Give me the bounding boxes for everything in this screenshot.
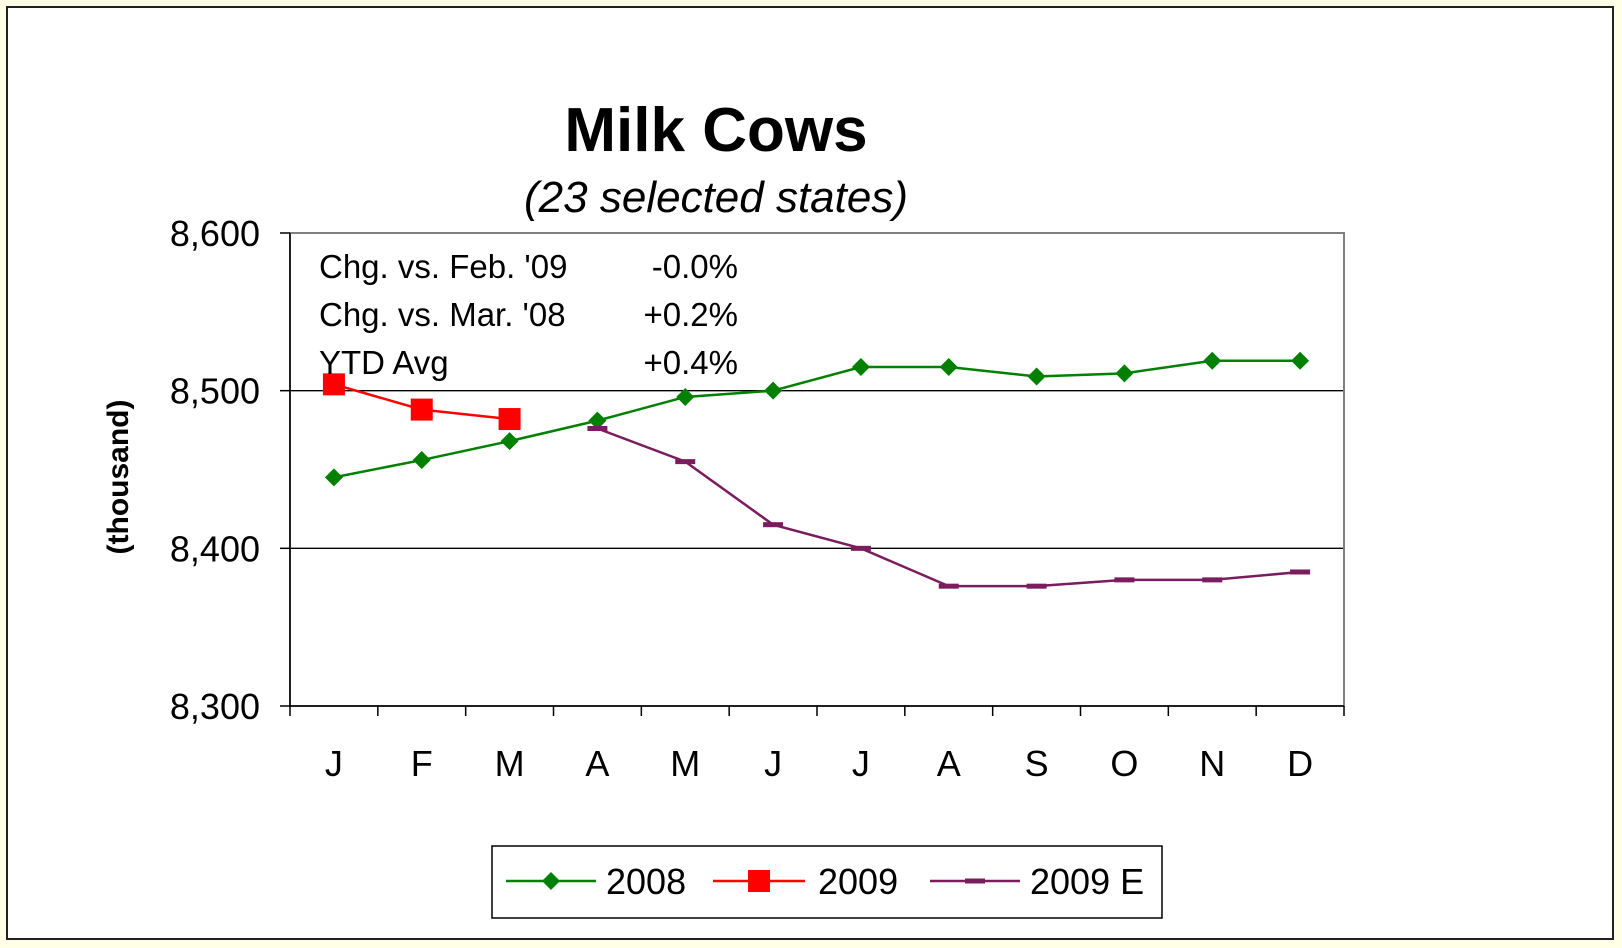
- x-tick-label: M: [670, 743, 700, 784]
- x-tick-label: N: [1199, 743, 1225, 784]
- legend-marker-2: [965, 878, 985, 884]
- data-point: [410, 398, 433, 421]
- legend-label: 2009: [818, 861, 898, 902]
- data-point: [675, 459, 696, 465]
- legend-marker-1: [748, 870, 770, 892]
- series-line-0: [333, 359, 1301, 479]
- data-point: [587, 426, 608, 432]
- legend: 2008 2009 2009 E: [491, 845, 1163, 919]
- series-line-2: [596, 427, 1301, 588]
- x-tick-label: F: [411, 743, 433, 784]
- data-point: [498, 408, 521, 431]
- annotation-label: Chg. vs. Feb. '09: [319, 248, 567, 285]
- x-tick-label: O: [1110, 743, 1138, 784]
- series-0: [324, 351, 1310, 487]
- y-axis-label: (thousand): [102, 400, 135, 555]
- x-tick-label: J: [325, 743, 343, 784]
- chart-subtitle: (23 selected states): [524, 173, 908, 222]
- x-tick-label: D: [1287, 743, 1313, 784]
- data-point: [938, 583, 959, 589]
- data-point: [851, 358, 870, 377]
- x-tick-label: A: [585, 743, 609, 784]
- y-tick-label: 8,300: [170, 686, 260, 727]
- data-point: [676, 387, 695, 406]
- annotation-value: +0.2%: [644, 296, 739, 333]
- data-point: [1115, 364, 1134, 383]
- data-point: [322, 373, 345, 396]
- x-tick-label: A: [937, 743, 961, 784]
- y-tick-label: 8,400: [170, 528, 260, 569]
- data-point: [324, 468, 343, 487]
- series-2: [587, 426, 1311, 589]
- data-point: [412, 451, 431, 470]
- x-tick-label: M: [495, 743, 525, 784]
- data-point: [1202, 577, 1223, 583]
- data-point: [1203, 351, 1222, 370]
- data-point: [1026, 583, 1047, 589]
- x-tick-label: J: [764, 743, 782, 784]
- data-point: [1291, 351, 1310, 370]
- legend-box: [491, 845, 1163, 919]
- data-point: [1114, 577, 1135, 583]
- chart-frame: Milk Cows (23 selected states) (thousand…: [6, 6, 1614, 940]
- y-tick-label: 8,500: [170, 371, 260, 412]
- data-point: [764, 381, 783, 400]
- annotation-value: -0.0%: [652, 248, 738, 285]
- annotation-label: Chg. vs. Mar. '08: [319, 296, 566, 333]
- annotation-label: YTD Avg: [319, 344, 449, 381]
- data-point: [850, 545, 871, 551]
- annotation-box: Chg. vs. Feb. '09 -0.0% Chg. vs. Mar. '08 +…: [319, 248, 738, 381]
- data-point: [1290, 569, 1311, 575]
- data-point: [500, 432, 519, 451]
- annotation-value: +0.4%: [644, 344, 739, 381]
- x-tick-label: J: [852, 743, 870, 784]
- x-tick-label: S: [1025, 743, 1049, 784]
- legend-marker-0: [542, 872, 560, 890]
- data-point: [763, 522, 784, 528]
- data-point: [1027, 367, 1046, 386]
- plot-area: 8,300 8,400 8,500 8,600 J F M A M J J A S O N D: [170, 213, 1345, 784]
- milk-cows-chart: Milk Cows (23 selected states) (thousand…: [102, 96, 1345, 919]
- chart-title: Milk Cows: [564, 96, 867, 165]
- legend-label: 2008: [606, 861, 686, 902]
- data-point: [588, 411, 607, 430]
- y-tick-label: 8,600: [170, 213, 260, 254]
- legend-label: 2009 E: [1030, 861, 1144, 902]
- data-point: [939, 358, 958, 377]
- series-1: [322, 373, 521, 431]
